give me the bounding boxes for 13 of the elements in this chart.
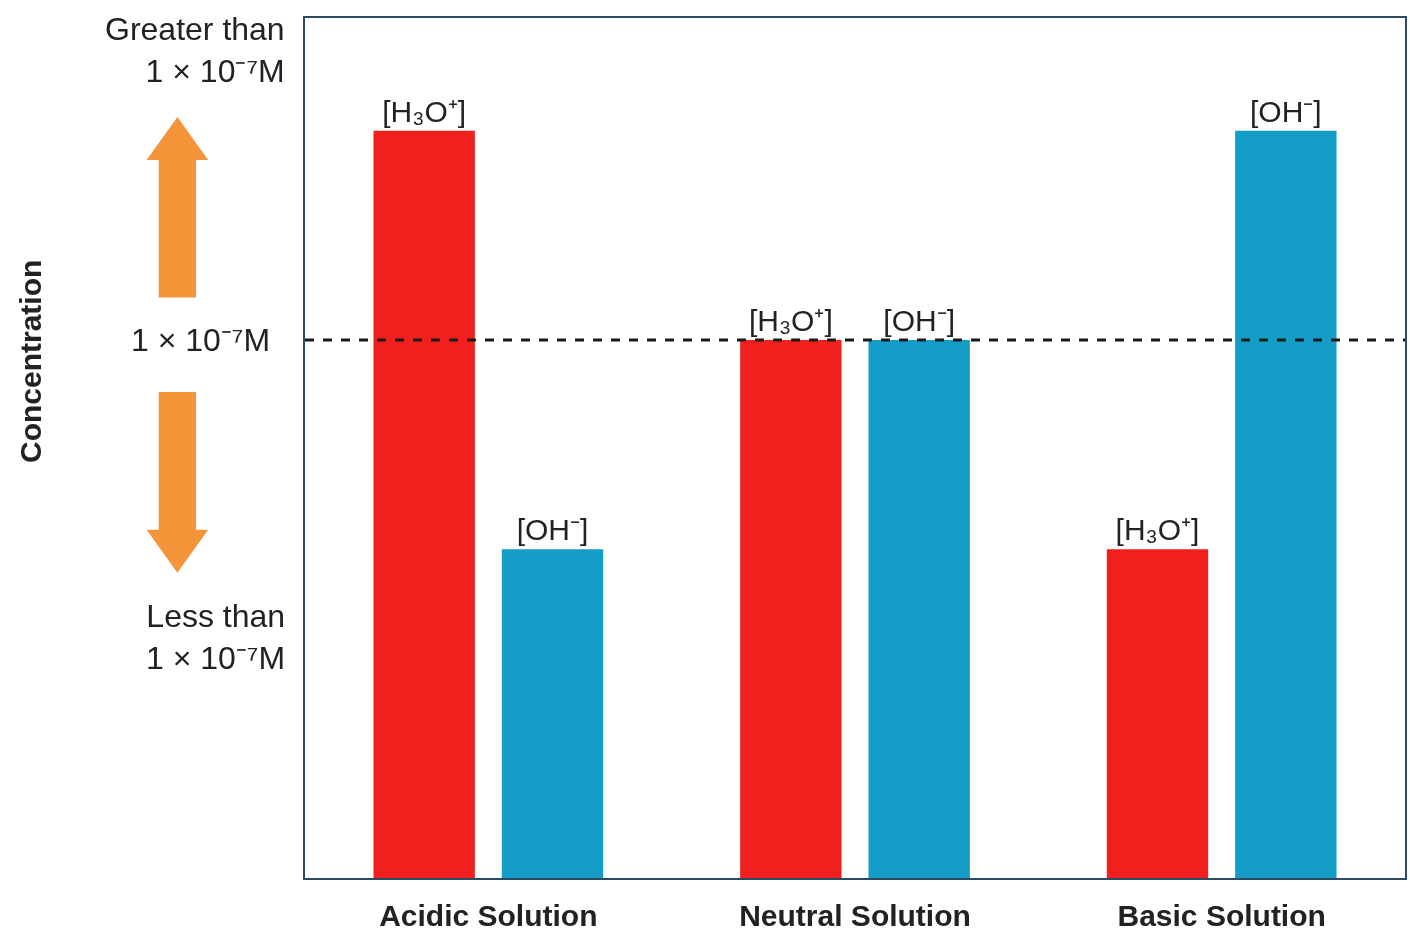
- text: Concentration: [14, 259, 47, 463]
- text: [OH⁻]: [883, 304, 956, 338]
- text: [H₃O⁺]: [748, 304, 833, 338]
- x-tick-label: Basic Solution: [1117, 899, 1326, 932]
- ref-line-label: 1 × 10⁻⁷M: [131, 322, 271, 358]
- series-label: [OH⁻]: [516, 513, 589, 547]
- text: Greater than 1 × 10⁻⁷M: [105, 11, 285, 89]
- text: Less than 1 × 10⁻⁷M: [146, 598, 286, 676]
- text: [H₃O⁺]: [1115, 513, 1200, 547]
- x-tick-label: Neutral Solution: [739, 899, 971, 932]
- series-label: [H₃O⁺]: [382, 94, 467, 128]
- x-tick-label: Acidic Solution: [379, 899, 598, 932]
- text: [OH⁻]: [1250, 94, 1322, 128]
